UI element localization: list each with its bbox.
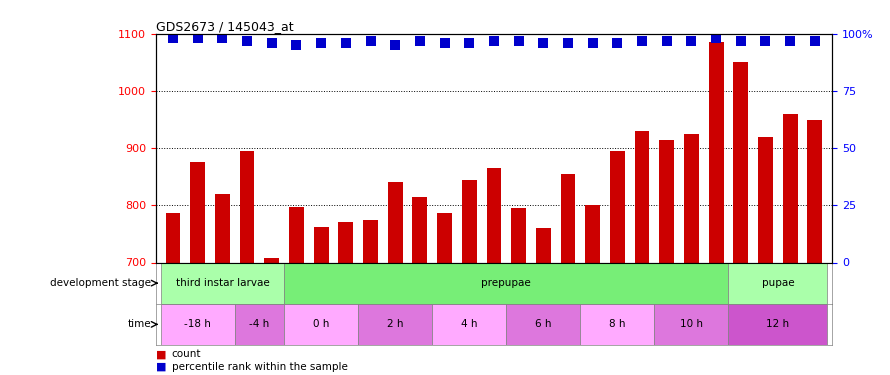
- Point: [363, 38, 377, 44]
- Text: 2 h: 2 h: [387, 320, 403, 329]
- Point: [733, 38, 748, 44]
- Point: [684, 38, 699, 44]
- Bar: [487, 168, 501, 375]
- Bar: [684, 134, 699, 375]
- Bar: [239, 151, 255, 375]
- Bar: [235, 304, 284, 345]
- Bar: [314, 227, 328, 375]
- Bar: [635, 131, 650, 375]
- Bar: [437, 213, 452, 375]
- Point: [783, 38, 797, 44]
- Bar: [284, 304, 358, 345]
- Point: [314, 40, 328, 46]
- Point: [438, 40, 452, 46]
- Text: -4 h: -4 h: [249, 320, 270, 329]
- Bar: [388, 183, 402, 375]
- Bar: [363, 220, 378, 375]
- Bar: [729, 262, 827, 304]
- Text: prepupae: prepupae: [481, 278, 531, 288]
- Text: -18 h: -18 h: [184, 320, 211, 329]
- Bar: [289, 207, 303, 375]
- Bar: [215, 194, 230, 375]
- Point: [487, 38, 501, 44]
- Point: [264, 40, 279, 46]
- Bar: [161, 262, 284, 304]
- Text: count: count: [172, 350, 201, 359]
- Point: [462, 40, 476, 46]
- Bar: [433, 304, 506, 345]
- Bar: [561, 174, 576, 375]
- Bar: [610, 151, 625, 375]
- Point: [635, 38, 649, 44]
- Text: development stage: development stage: [51, 278, 151, 288]
- Bar: [284, 262, 729, 304]
- Bar: [758, 137, 773, 375]
- Text: 10 h: 10 h: [680, 320, 703, 329]
- Bar: [580, 304, 654, 345]
- Point: [339, 40, 353, 46]
- Point: [561, 40, 575, 46]
- Text: GDS2673 / 145043_at: GDS2673 / 145043_at: [156, 20, 294, 33]
- Bar: [338, 222, 353, 375]
- Bar: [462, 180, 477, 375]
- Point: [190, 35, 205, 41]
- Text: percentile rank within the sample: percentile rank within the sample: [172, 362, 348, 372]
- Text: 6 h: 6 h: [535, 320, 552, 329]
- Bar: [733, 62, 748, 375]
- Bar: [536, 228, 551, 375]
- Text: third instar larvae: third instar larvae: [175, 278, 270, 288]
- Text: pupae: pupae: [762, 278, 794, 288]
- Bar: [161, 304, 235, 345]
- Point: [388, 42, 402, 48]
- Bar: [412, 197, 427, 375]
- Text: 4 h: 4 h: [461, 320, 478, 329]
- Point: [240, 38, 255, 44]
- Bar: [807, 120, 822, 375]
- Point: [709, 35, 724, 41]
- Point: [611, 40, 625, 46]
- Bar: [358, 304, 433, 345]
- Text: 0 h: 0 h: [313, 320, 329, 329]
- Point: [512, 38, 526, 44]
- Text: 8 h: 8 h: [609, 320, 626, 329]
- Point: [289, 42, 303, 48]
- Bar: [654, 304, 729, 345]
- Point: [215, 35, 230, 41]
- Point: [758, 38, 773, 44]
- Point: [659, 38, 674, 44]
- Bar: [659, 140, 674, 375]
- Text: ■: ■: [156, 350, 166, 359]
- Bar: [511, 208, 526, 375]
- Text: 12 h: 12 h: [766, 320, 789, 329]
- Bar: [190, 162, 205, 375]
- Bar: [783, 114, 797, 375]
- Bar: [729, 304, 827, 345]
- Bar: [166, 213, 181, 375]
- Bar: [264, 258, 279, 375]
- Point: [808, 38, 822, 44]
- Point: [413, 38, 427, 44]
- Bar: [586, 206, 600, 375]
- Bar: [708, 42, 724, 375]
- Bar: [506, 304, 580, 345]
- Text: time: time: [127, 320, 151, 329]
- Text: ■: ■: [156, 362, 166, 372]
- Point: [586, 40, 600, 46]
- Point: [166, 35, 180, 41]
- Point: [536, 40, 550, 46]
